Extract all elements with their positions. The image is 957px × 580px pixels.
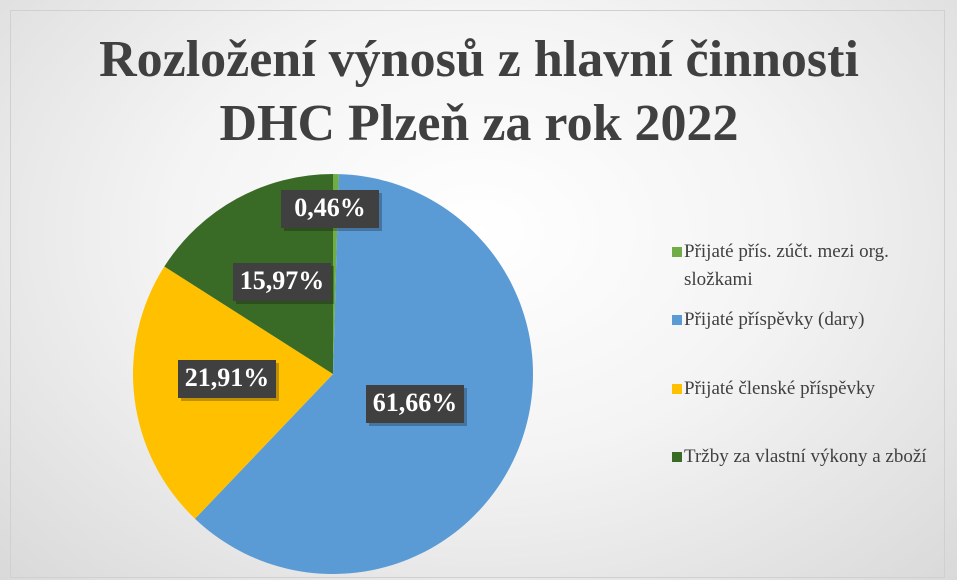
- legend-item: Přijaté přís. zúčt. mezi org. složkami: [664, 238, 954, 294]
- data-label-text: 61,66%: [373, 388, 458, 417]
- data-label-text: 0,46%: [294, 193, 366, 222]
- data-label-box: [233, 263, 331, 301]
- data-label: 0,46%: [281, 190, 382, 231]
- legend-swatch: [672, 315, 682, 325]
- data-label-text: 15,97%: [240, 266, 325, 295]
- legend-swatch: [672, 384, 682, 394]
- legend-item: Tržby za vlastní výkony a zboží: [664, 443, 954, 471]
- data-label-box: [178, 360, 276, 398]
- legend-label: Přijaté členské příspěvky: [684, 378, 876, 399]
- legend-swatch: [672, 247, 682, 257]
- data-label: 15,97%: [233, 263, 334, 304]
- legend-label: Tržby za vlastní výkony a zboží: [684, 446, 927, 467]
- data-label-text: 21,91%: [185, 363, 270, 392]
- legend-label: Přijaté přís. zúčt. mezi org. složkami: [684, 241, 889, 290]
- legend-item: Přijaté členské příspěvky: [664, 375, 954, 403]
- data-label-box: [366, 385, 464, 423]
- data-label: 21,91%: [178, 360, 279, 401]
- pie-slice: [194, 174, 533, 574]
- chart-frame: [10, 10, 945, 578]
- legend-swatch: [672, 452, 682, 462]
- legend-item: Přijaté příspěvky (dary): [664, 306, 954, 334]
- data-label-box: [281, 190, 379, 228]
- chart-title: Rozložení výnosů z hlavní činnosti DHC P…: [99, 31, 859, 152]
- legend-label: Přijaté příspěvky (dary): [684, 309, 865, 330]
- data-label: 61,66%: [366, 385, 467, 426]
